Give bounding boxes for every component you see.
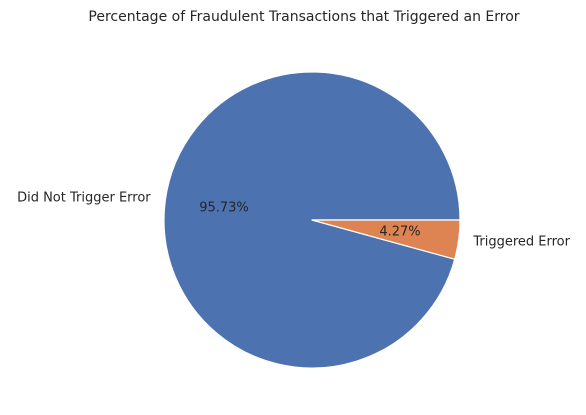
slice-value-label-2: 4.27% (379, 224, 420, 239)
slice-category-label-1: Did Not Trigger Error (17, 191, 151, 206)
chart-title: Percentage of Fraudulent Transactions th… (88, 9, 519, 25)
pie-slice-2 (311, 219, 461, 260)
pie-slices (163, 71, 461, 369)
slice-value-label-1: 95.73% (199, 201, 249, 216)
pie-labels: Did Not Trigger Error 95.73% Triggered Err… (17, 191, 571, 250)
slice-category-label-2: Triggered Error (472, 234, 570, 249)
